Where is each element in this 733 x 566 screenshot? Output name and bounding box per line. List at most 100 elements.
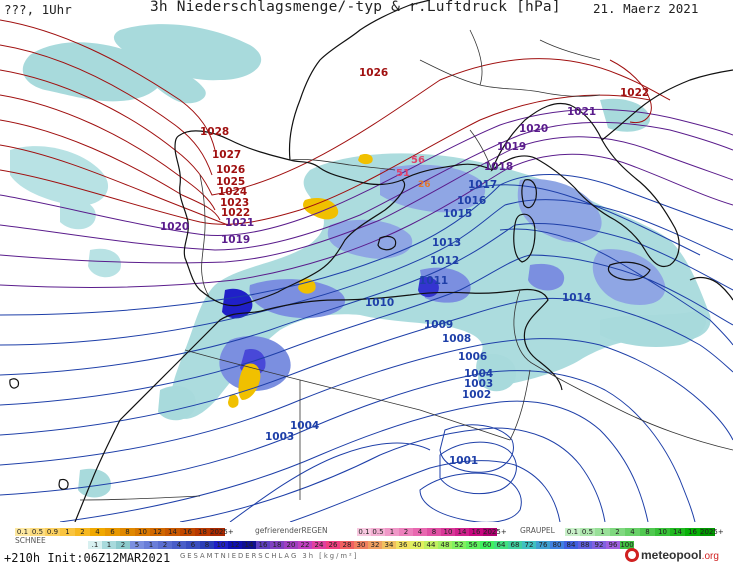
legend-cell: 1 [60,528,75,536]
isobar-1001 [439,424,514,473]
isobar-label: 1006 [458,351,488,363]
legend-cell: 84 [564,541,578,549]
coastline-balearic [377,235,397,251]
border-europe [419,29,601,97]
legend-cell: 32 [368,541,382,549]
legend-cell: 92 [592,541,606,549]
legend-cell: 52 [452,541,466,549]
legend-cell: 0.5 [371,528,385,536]
valid-date: 21. Maerz 2021 [593,1,699,16]
isobar-1021 [0,108,733,237]
border-tunisia [513,289,536,366]
isobar-label: 1021 [225,217,255,229]
isobar-1017 [0,174,733,316]
legend-cell: 10 [655,528,670,536]
isobar-1009 [59,400,649,522]
legend-cell: 2 [75,528,90,536]
forecast-time: ???, 1Uhr [4,2,72,17]
logo-name: meteopool [641,548,702,562]
isobar-label: 1025 [216,176,246,188]
legend-cell: 76 [536,541,550,549]
legend-cell: 16 [256,541,270,549]
isobar-1028 [0,19,216,151]
snow-legend-strip: 0.1 0.5 0.9 1 2 4 6 8 10 12 14 16 18 2025+ [15,528,234,536]
isobar-label: 1020 [160,221,190,233]
legend-cell: 6 [105,528,120,536]
legend-cell: 4 [172,541,186,549]
logo-tld: .org [701,551,719,562]
isobar-label: 1022 [620,87,650,99]
map-legend: 0.1 0.5 0.9 1 2 4 6 8 10 12 14 16 18 2025+ SCHNEE gef… [0,522,733,566]
isobar-label: 1019 [497,141,527,153]
isobar-1008 [179,427,606,522]
precip-label: 51 [396,168,410,179]
precip-label: 56 [411,155,425,166]
legend-cell: 88 [578,541,592,549]
legend-cell: 6 [186,541,200,549]
coastline-sicily [607,261,651,281]
coastline-adriatic [601,69,733,141]
legend-cell: 8 [427,528,441,536]
legend-cell: 2025+ [210,528,234,536]
precip-area [600,98,650,132]
isobar-1023 [0,144,229,226]
isobar-label: 1027 [212,149,242,161]
isobar-label: 1019 [221,234,251,246]
isobar-label: 1014 [562,292,592,304]
legend-cell: 34 [382,541,396,549]
freezing-legend-label: gefrierenderREGEN [255,526,328,535]
isobar-label: 1003 [464,378,494,390]
isobar-1016 [0,199,733,346]
legend-cell: 14 [670,528,685,536]
legend-cell: 12 [228,541,242,549]
logo-text: meteopool.org [641,548,719,562]
legend-cell: 14 [165,528,180,536]
legend-cell: 14 [242,541,256,549]
legend-cell: 2 [116,541,130,549]
legend-cell: 80 [550,541,564,549]
isobar-1020 [0,121,733,251]
legend-cell: 36 [396,541,410,549]
isobar-1002 [439,441,517,495]
isobar-label: 1002 [462,389,492,401]
isobar-label: 1009 [424,319,454,331]
coastline-sardinia [513,213,536,263]
isobar-1026 [0,58,671,196]
border-france-italy [469,129,493,171]
map-header: ???, 1Uhr 3h Niederschlagsmenge/-typ & r… [0,0,733,20]
border-spain-portugal [199,174,211,299]
coastlines [9,0,733,522]
isobar-label: 1024 [218,186,248,198]
total-precip-legend-label: GESAMTNIEDERSCHLAG 3h [kg/m²] [180,552,359,560]
border-france-spain [289,159,396,171]
isobar-1025 [0,94,216,211]
legend-cell: 8 [640,528,655,536]
legend-cell: 24 [312,541,326,549]
total-precip-legend-strip: .1 1 2 5 1 2 4 6 8 10 12 14 16 18 20 22 24 26 28 30 32 34 36 40… [88,541,634,549]
border-africa [79,349,531,501]
legend-cell: 10 [441,528,455,536]
isobar-1013 [0,254,733,406]
legend-cell: 56 [466,541,480,549]
snow-legend-label: SCHNEE [15,536,46,545]
legend-cell: 0.1 [15,528,30,536]
legend-cell: 22 [298,541,312,549]
isobar-label: 1021 [567,106,597,118]
precip-area [88,248,121,278]
coastline-greece [689,276,733,301]
precip-area [60,198,96,230]
precip-area [113,24,262,81]
map-title: 3h Niederschlagsmenge/-typ & r.Luftdruck… [150,0,561,15]
isobar-label: 1015 [443,208,473,220]
isobar-1004 [419,472,522,522]
legend-cell: 40 [410,541,424,549]
isobar-label: 1001 [449,455,479,467]
isobar-label: 1023 [220,197,250,209]
legend-cell: 2025+ [483,528,507,536]
isobar-label: 1017 [468,179,498,191]
legend-cell: 16 [180,528,195,536]
isobar-label: 1028 [200,126,230,138]
legend-cell: 2025+ [700,528,724,536]
coastline-corsica [521,179,537,209]
